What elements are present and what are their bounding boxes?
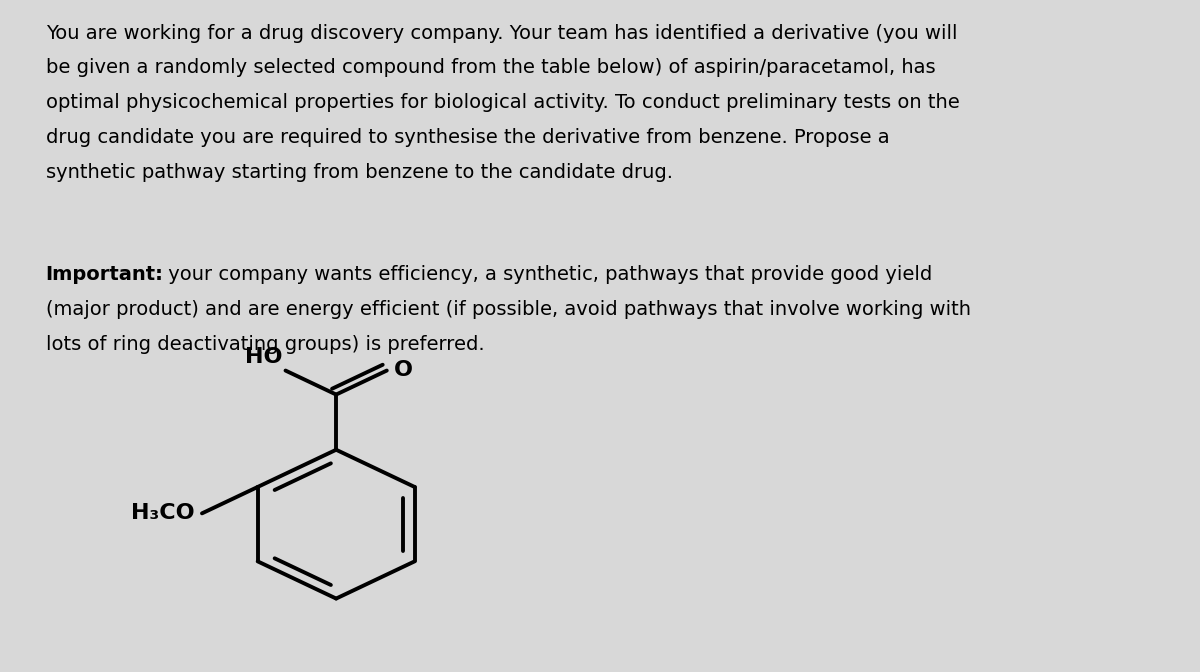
Text: Important:: Important: bbox=[46, 265, 163, 284]
Text: your company wants efficiency, a synthetic, pathways that provide good yield: your company wants efficiency, a synthet… bbox=[162, 265, 932, 284]
Text: drug candidate you are required to synthesise the derivative from benzene. Propo: drug candidate you are required to synth… bbox=[46, 128, 889, 147]
Text: optimal physicochemical properties for biological activity. To conduct prelimina: optimal physicochemical properties for b… bbox=[46, 93, 959, 112]
Text: (major product) and are energy efficient (if possible, avoid pathways that invol: (major product) and are energy efficient… bbox=[46, 300, 971, 319]
Text: O: O bbox=[394, 360, 413, 380]
Text: H₃CO: H₃CO bbox=[131, 503, 194, 523]
Text: You are working for a drug discovery company. Your team has identified a derivat: You are working for a drug discovery com… bbox=[46, 24, 958, 42]
Text: be given a randomly selected compound from the table below) of aspirin/paracetam: be given a randomly selected compound fr… bbox=[46, 58, 935, 77]
Text: lots of ring deactivating groups) is preferred.: lots of ring deactivating groups) is pre… bbox=[46, 335, 485, 354]
Text: synthetic pathway starting from benzene to the candidate drug.: synthetic pathway starting from benzene … bbox=[46, 163, 673, 182]
Text: HO: HO bbox=[245, 347, 283, 367]
